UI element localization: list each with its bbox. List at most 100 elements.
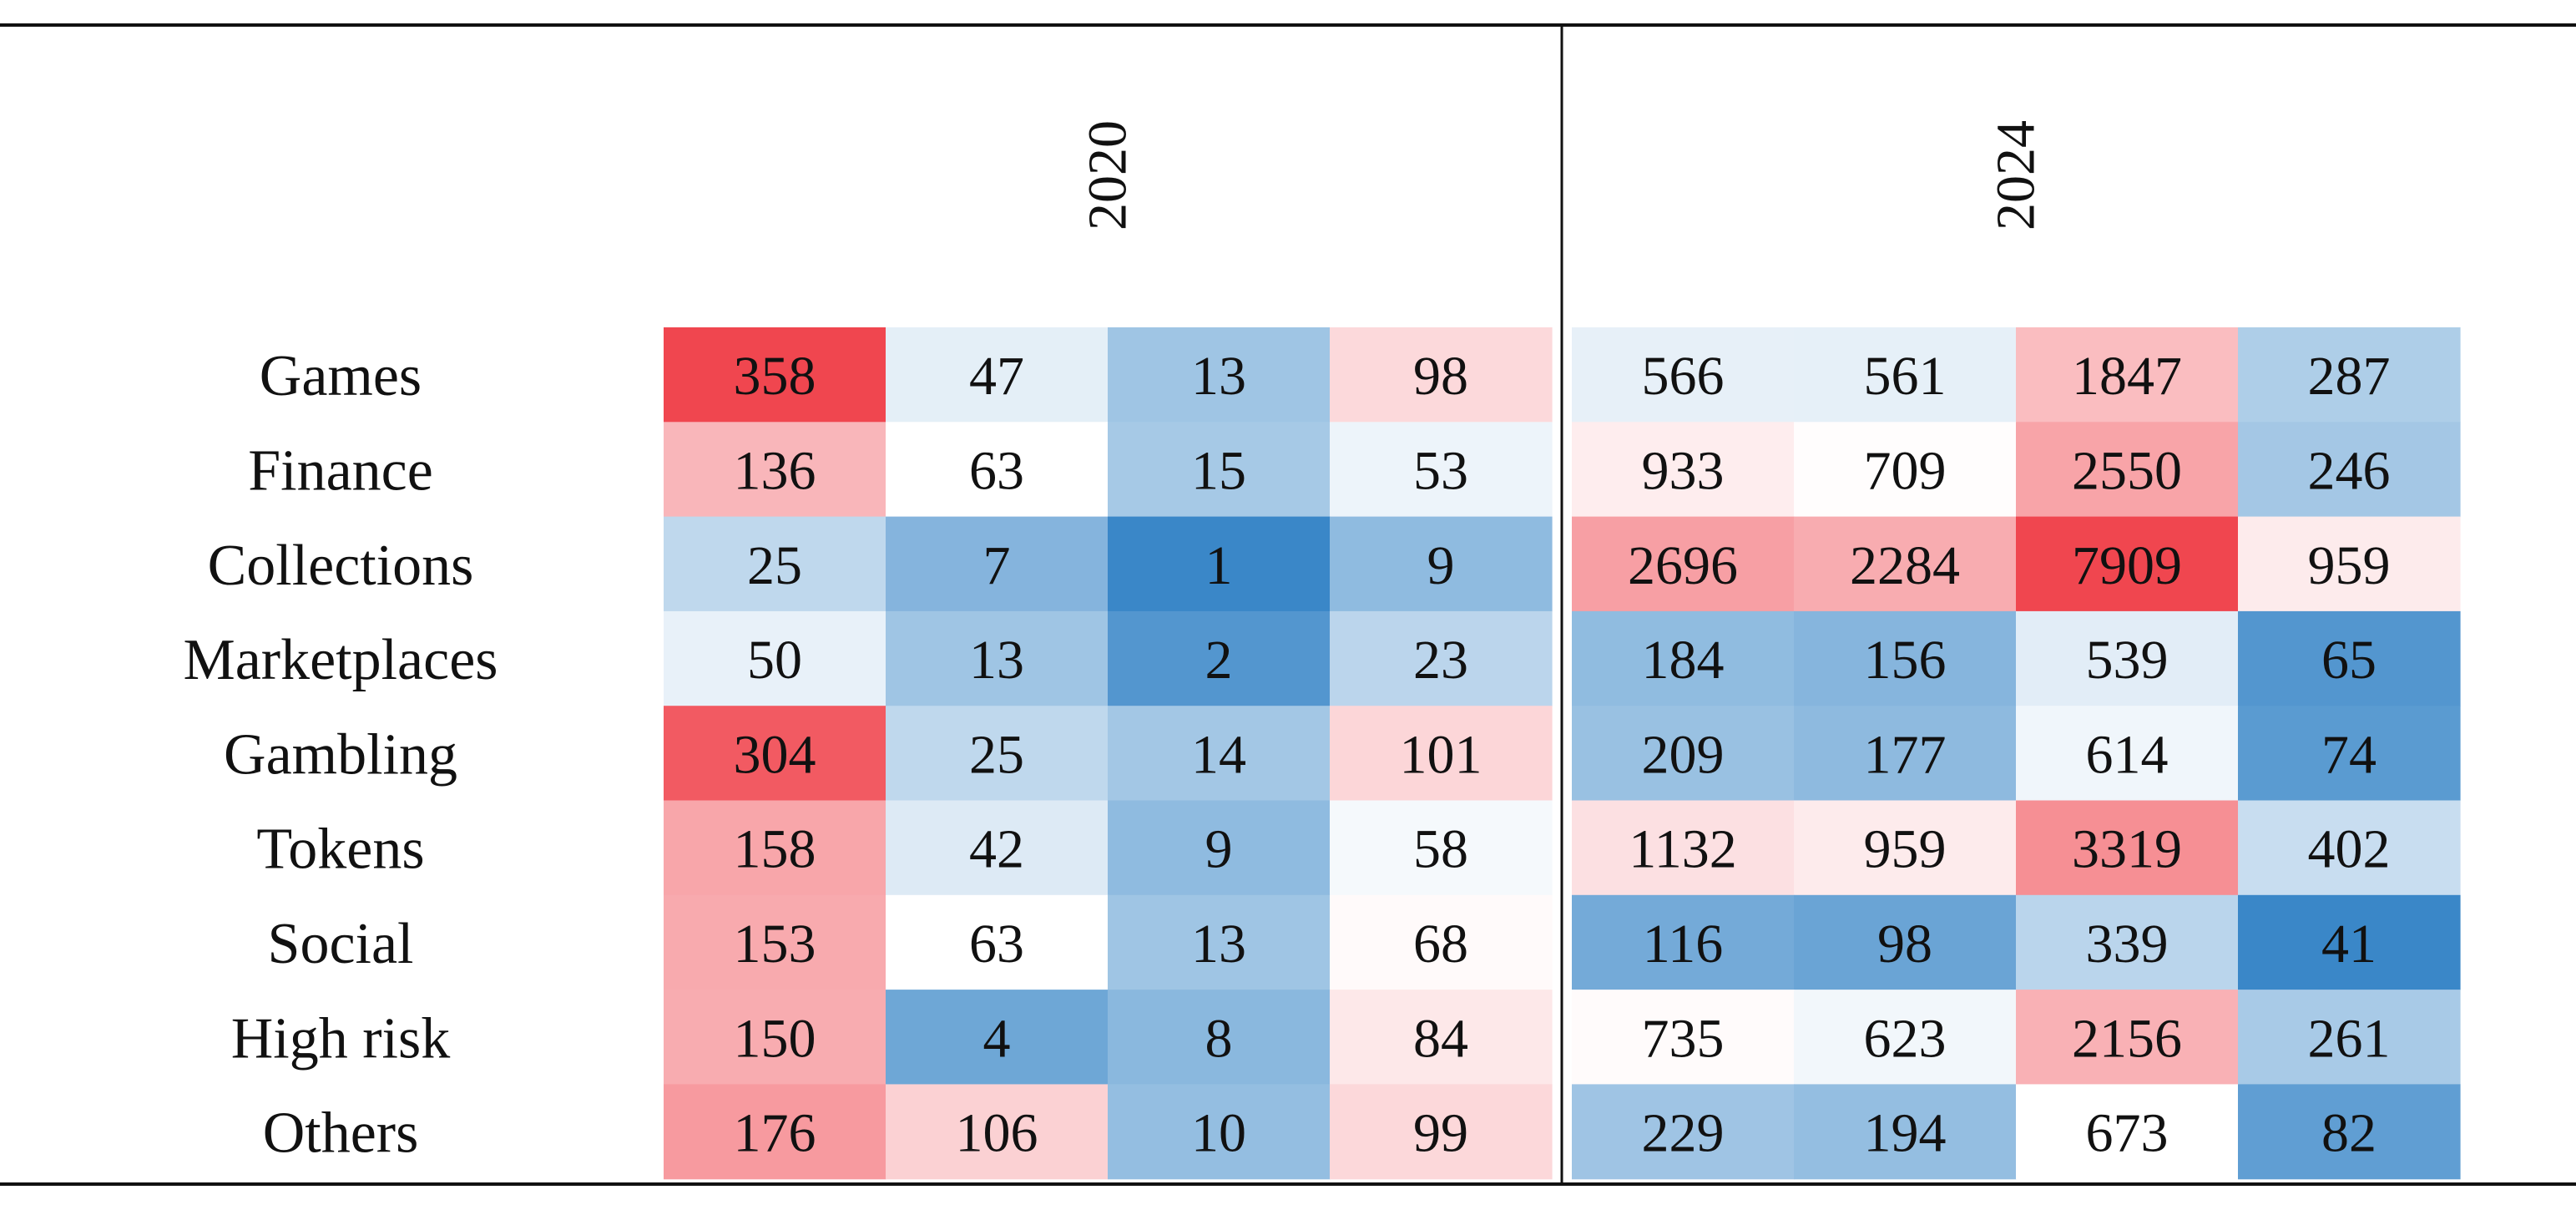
cell-value-games-7: 287: [2308, 346, 2391, 407]
heatmap-cell-marketplaces-0: [664, 610, 886, 706]
heatmap-cell-marketplaces-6: [2016, 610, 2239, 706]
cell-value-others-5: 194: [1864, 1103, 1947, 1164]
cell-value-others-0: 176: [734, 1103, 816, 1164]
cell-value-gambling-6: 614: [2086, 724, 2169, 785]
heatmap-cell-high-risk-4: [1572, 990, 1795, 1085]
heatmap-cell-finance-0: [664, 422, 886, 518]
heatmap-cell-high-risk-3: [1330, 990, 1553, 1085]
cell-value-marketplaces-6: 539: [2086, 630, 2169, 691]
cell-value-others-1: 106: [956, 1103, 1038, 1164]
cell-value-high-risk-7: 261: [2308, 1008, 2391, 1069]
heatmap-cell-gambling-1: [886, 706, 1109, 802]
cell-value-gambling-4: 209: [1642, 724, 1725, 785]
heatmap-cell-games-7: [2238, 327, 2461, 423]
cell-value-games-4: 566: [1642, 346, 1725, 407]
cell-value-social-3: 68: [1413, 914, 1468, 975]
cell-value-marketplaces-7: 65: [2321, 630, 2376, 691]
cell-value-tokens-3: 58: [1413, 819, 1468, 880]
cell-value-social-4: 116: [1643, 914, 1724, 975]
cell-value-games-2: 13: [1191, 346, 1246, 407]
cell-value-marketplaces-2: 2: [1205, 630, 1233, 691]
cell-value-finance-3: 53: [1413, 440, 1468, 501]
cell-value-high-risk-3: 84: [1413, 1008, 1468, 1069]
heatmap-cell-others-3: [1330, 1084, 1553, 1180]
cell-value-gambling-5: 177: [1864, 724, 1947, 785]
heatmap-cell-games-0: [664, 327, 886, 423]
cell-value-high-risk-2: 8: [1205, 1008, 1233, 1069]
heatmap-cell-marketplaces-2: [1108, 610, 1331, 706]
cell-value-high-risk-1: 4: [983, 1008, 1011, 1069]
heatmap-cell-tokens-3: [1330, 800, 1553, 896]
cell-value-social-6: 339: [2086, 914, 2169, 975]
cell-value-collections-5: 2284: [1850, 535, 1960, 596]
cell-value-finance-2: 15: [1191, 440, 1246, 501]
heatmap-cell-others-0: [664, 1084, 886, 1180]
heatmap-cell-games-2: [1108, 327, 1331, 423]
heatmap-cell-high-risk-7: [2238, 990, 2461, 1085]
heatmap-cell-social-0: [664, 894, 886, 990]
cell-value-gambling-3: 101: [1400, 724, 1482, 785]
heatmap-cell-collections-1: [886, 516, 1109, 612]
heatmap-cell-finance-4: [1572, 422, 1795, 518]
row-label-gambling: Gambling: [224, 722, 457, 787]
heatmap-cell-social-5: [1794, 894, 2017, 990]
cell-value-tokens-1: 42: [969, 819, 1024, 880]
cell-value-others-6: 673: [2086, 1103, 2169, 1164]
cell-value-gambling-0: 304: [734, 724, 816, 785]
cell-value-gambling-7: 74: [2321, 724, 2376, 785]
heatmap-cell-high-risk-1: [886, 990, 1109, 1085]
heatmap-cell-finance-2: [1108, 422, 1331, 518]
cell-value-collections-0: 25: [747, 535, 802, 596]
heatmap-cell-marketplaces-4: [1572, 610, 1795, 706]
cell-value-marketplaces-5: 156: [1864, 630, 1947, 691]
cell-value-games-5: 561: [1864, 346, 1947, 407]
heatmap-cell-gambling-3: [1330, 706, 1553, 802]
cell-value-social-7: 41: [2321, 914, 2376, 975]
heatmap-cell-social-6: [2016, 894, 2239, 990]
heatmap-cell-gambling-0: [664, 706, 886, 802]
heatmap-cell-social-7: [2238, 894, 2461, 990]
cell-value-collections-6: 7909: [2072, 535, 2182, 596]
cell-value-marketplaces-4: 184: [1642, 630, 1725, 691]
cell-value-high-risk-5: 623: [1864, 1008, 1947, 1069]
heatmap-cell-others-7: [2238, 1084, 2461, 1180]
cell-value-high-risk-4: 735: [1642, 1008, 1725, 1069]
heatmap-cell-tokens-1: [886, 800, 1109, 896]
cell-value-social-1: 63: [969, 914, 1024, 975]
cell-value-social-0: 153: [734, 914, 816, 975]
cell-value-games-1: 47: [969, 346, 1024, 407]
heatmap-cell-finance-7: [2238, 422, 2461, 518]
row-label-finance: Finance: [248, 438, 433, 503]
heatmap-cell-social-2: [1108, 894, 1331, 990]
cell-value-collections-1: 7: [983, 535, 1011, 596]
heatmap-cell-marketplaces-5: [1794, 610, 2017, 706]
cell-value-gambling-1: 25: [969, 724, 1024, 785]
cell-value-tokens-0: 158: [734, 819, 816, 880]
heatmap-cell-high-risk-2: [1108, 990, 1331, 1085]
cell-value-high-risk-0: 150: [734, 1008, 816, 1069]
heatmap-cell-social-1: [886, 894, 1109, 990]
heatmap-cell-tokens-5: [1794, 800, 2017, 896]
cell-value-games-0: 358: [734, 346, 816, 407]
row-label-social: Social: [268, 912, 414, 976]
heatmap-cell-others-1: [886, 1084, 1109, 1180]
heatmap-cell-others-5: [1794, 1084, 2017, 1180]
heatmap-cell-others-6: [2016, 1084, 2239, 1180]
heatmap-cell-marketplaces-7: [2238, 610, 2461, 706]
heatmap-cell-high-risk-6: [2016, 990, 2239, 1085]
heatmap-cell-games-5: [1794, 327, 2017, 423]
heatmap-cell-others-2: [1108, 1084, 1331, 1180]
cell-value-collections-4: 2696: [1628, 535, 1738, 596]
row-label-tokens: Tokens: [256, 818, 424, 882]
cell-value-marketplaces-0: 50: [747, 630, 802, 691]
heatmap-cell-finance-6: [2016, 422, 2239, 518]
heatmap-cell-gambling-2: [1108, 706, 1331, 802]
heatmap-cell-high-risk-0: [664, 990, 886, 1085]
heatmap-cell-gambling-6: [2016, 706, 2239, 802]
cell-value-gambling-2: 14: [1191, 724, 1246, 785]
heatmap-cell-collections-5: [1794, 516, 2017, 612]
cell-value-finance-5: 709: [1864, 440, 1947, 501]
heatmap-cell-tokens-4: [1572, 800, 1795, 896]
